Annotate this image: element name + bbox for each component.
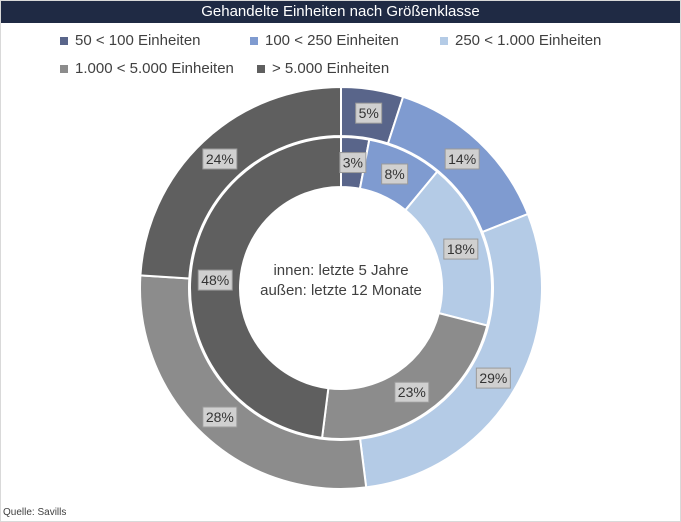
data-label-box: [444, 148, 480, 170]
data-label-box: [202, 406, 238, 428]
data-label: 28%: [206, 409, 234, 425]
legend-item: 100 < 250 Einheiten: [250, 32, 399, 49]
outer-ring-slice: [139, 85, 342, 280]
legend-swatch: [257, 64, 265, 73]
legend-item: 1.000 < 5.000 Einheiten: [60, 60, 234, 77]
legend-label: 50 < 100 Einheiten: [75, 32, 201, 49]
data-label: 5%: [359, 105, 379, 121]
data-label: 14%: [448, 151, 476, 167]
data-label: 48%: [201, 272, 229, 288]
data-label-box: [339, 152, 367, 174]
legend-label: 1.000 < 5.000 Einheiten: [75, 60, 234, 77]
legend-swatch: [250, 36, 258, 45]
data-label-box: [197, 269, 233, 291]
data-label: 18%: [447, 241, 475, 257]
data-label: 3%: [343, 155, 363, 171]
data-label-box: [202, 148, 238, 170]
data-label: 29%: [479, 370, 507, 386]
chart-title: Gehandelte Einheiten nach Größenklasse: [1, 1, 680, 23]
legend-item: 50 < 100 Einheiten: [60, 32, 201, 49]
legend-label: 250 < 1.000 Einheiten: [455, 32, 602, 49]
legend-swatch: [60, 64, 68, 73]
data-label-box: [394, 381, 430, 403]
data-label-box: [443, 238, 479, 260]
data-label-box: [475, 367, 511, 389]
source-note: Quelle: Savills: [3, 507, 67, 518]
data-label: 24%: [206, 151, 234, 167]
data-label-box: [381, 163, 409, 185]
center-text-line: innen: letzte 5 Jahre: [273, 262, 408, 279]
legend-label: > 5.000 Einheiten: [272, 60, 390, 77]
center-text-line: außen: letzte 12 Monate: [260, 282, 422, 299]
legend-swatch: [440, 36, 448, 45]
legend-swatch: [60, 36, 68, 45]
legend-label: 100 < 250 Einheiten: [265, 32, 399, 49]
inner-ring-slice: [189, 135, 342, 439]
data-label: 8%: [385, 166, 405, 182]
legend-item: > 5.000 Einheiten: [257, 60, 389, 77]
data-label-box: [355, 102, 383, 124]
legend-item: 250 < 1.000 Einheiten: [440, 32, 601, 49]
data-label: 23%: [398, 384, 426, 400]
